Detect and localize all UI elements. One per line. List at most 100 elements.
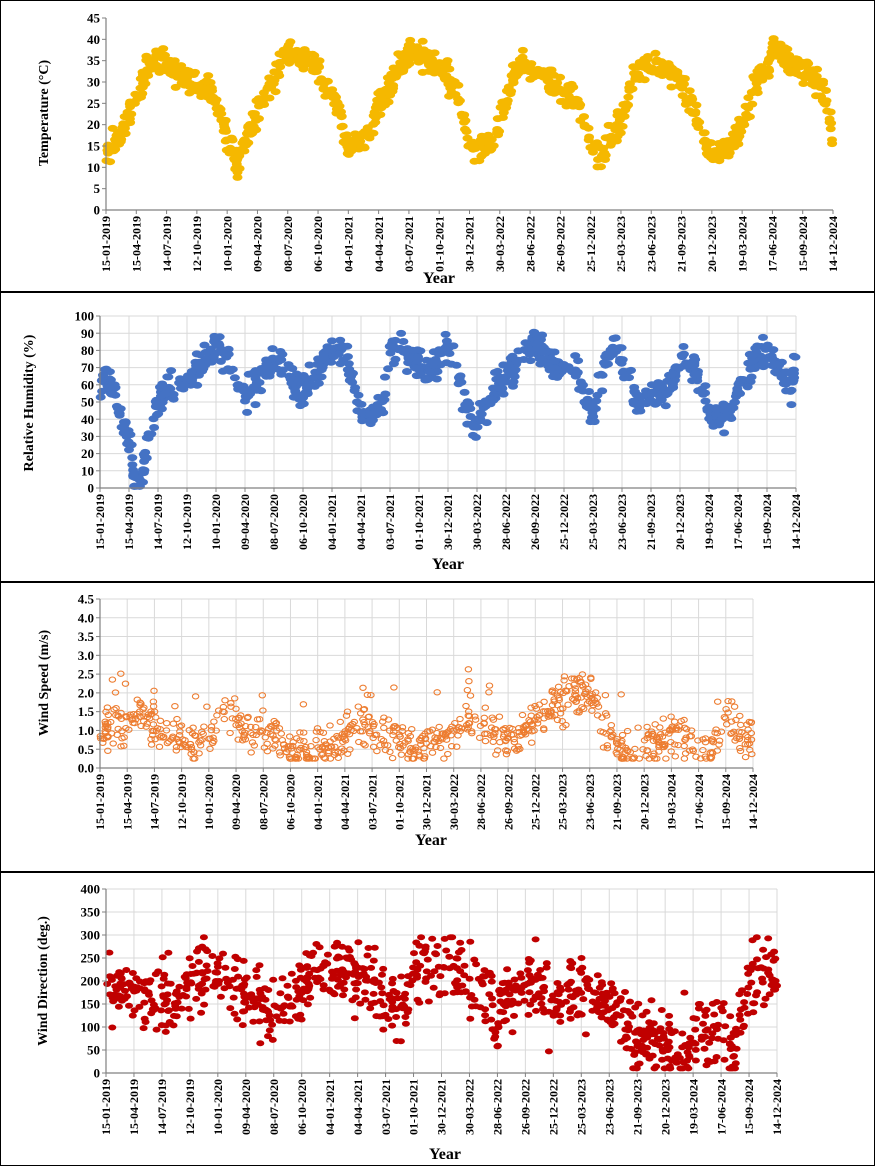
data-point (363, 952, 372, 959)
data-point (379, 737, 388, 744)
data-point (232, 705, 240, 712)
data-point (112, 704, 120, 712)
data-point (182, 993, 191, 1000)
data-point (608, 985, 617, 992)
y-tick-label: 40 (87, 32, 100, 47)
x-tick-label: 06-10-2020 (295, 1079, 309, 1135)
data-point (510, 976, 519, 983)
data-point (242, 408, 253, 416)
x-tick-label: 25-03-2023 (586, 494, 600, 550)
data-point (811, 92, 821, 100)
data-point (740, 102, 751, 110)
data-point (379, 1026, 388, 1033)
data-point (537, 1000, 546, 1007)
data-point (130, 988, 139, 995)
data-point (508, 997, 517, 1004)
data-point (458, 113, 469, 121)
data-point (378, 971, 386, 978)
data-point (621, 989, 629, 995)
data-point (163, 991, 172, 998)
data-point (343, 708, 352, 715)
data-point (727, 730, 735, 738)
data-point (295, 962, 304, 969)
data-point (534, 355, 545, 363)
x-tick-label: 01-10-2021 (407, 1079, 421, 1135)
data-point (256, 729, 264, 736)
data-point (287, 365, 298, 372)
data-point (656, 724, 664, 731)
data-point (720, 1056, 729, 1063)
data-point (232, 155, 243, 163)
y-tick-label: 150 (81, 997, 101, 1012)
data-point (379, 1002, 388, 1009)
data-point (186, 1015, 195, 1022)
data-point (690, 108, 701, 116)
data-point (736, 1016, 745, 1023)
data-point (306, 994, 315, 1001)
data-point (703, 1057, 712, 1064)
data-point (396, 1038, 405, 1045)
data-point (671, 753, 680, 760)
data-point (549, 348, 560, 356)
data-point (597, 387, 608, 395)
data-point (209, 983, 218, 990)
data-point (565, 1008, 574, 1015)
data-point (744, 733, 752, 741)
data-point (502, 751, 511, 758)
data-point (600, 361, 611, 369)
data-point (465, 678, 473, 685)
data-point (431, 59, 442, 67)
x-tick-label: 14-12-2024 (746, 774, 760, 830)
data-point (361, 977, 370, 984)
x-tick-label: 23-06-2023 (615, 494, 629, 550)
data-point (102, 146, 113, 154)
x-tick-label: 25-12-2022 (557, 494, 571, 550)
data-point (392, 737, 401, 744)
data-point (689, 1015, 698, 1022)
data-point (424, 998, 433, 1005)
data-points (96, 666, 756, 762)
data-point (708, 1030, 717, 1037)
data-point (283, 993, 292, 1000)
data-point (194, 982, 203, 989)
data-point (176, 723, 184, 730)
x-tick-label: 12-10-2019 (180, 494, 194, 550)
data-point (116, 993, 125, 1000)
data-point (146, 977, 155, 984)
data-point (454, 97, 465, 105)
data-point (244, 713, 252, 721)
data-point (485, 689, 493, 696)
data-point (258, 692, 267, 699)
data-point (440, 990, 449, 997)
data-point (122, 713, 131, 720)
x-tick-label: 30-03-2022 (493, 216, 507, 272)
data-point (145, 991, 153, 998)
data-point (730, 703, 739, 710)
data-point (537, 348, 547, 356)
x-tick-label: 19-03-2024 (686, 1079, 700, 1135)
data-point (381, 1011, 390, 1018)
data-point (219, 703, 228, 711)
data-point (288, 742, 297, 750)
data-point (588, 1007, 597, 1014)
data-point (761, 995, 770, 1002)
data-point (163, 739, 172, 747)
data-point (758, 333, 768, 341)
x-tick-label: 12-10-2019 (190, 216, 204, 272)
data-point (156, 717, 165, 724)
data-point (743, 991, 752, 997)
data-point (232, 173, 243, 181)
data-point (583, 981, 592, 988)
data-point (200, 355, 211, 363)
x-tick-label: 30-12-2021 (420, 774, 434, 830)
data-point (788, 371, 799, 379)
data-point (102, 708, 110, 715)
data-point (506, 72, 517, 79)
data-point (334, 734, 342, 741)
data-point (464, 724, 472, 731)
data-point (137, 68, 148, 76)
data-point (370, 111, 381, 119)
data-point (299, 701, 308, 708)
data-point (691, 1026, 700, 1033)
data-point (689, 371, 700, 378)
